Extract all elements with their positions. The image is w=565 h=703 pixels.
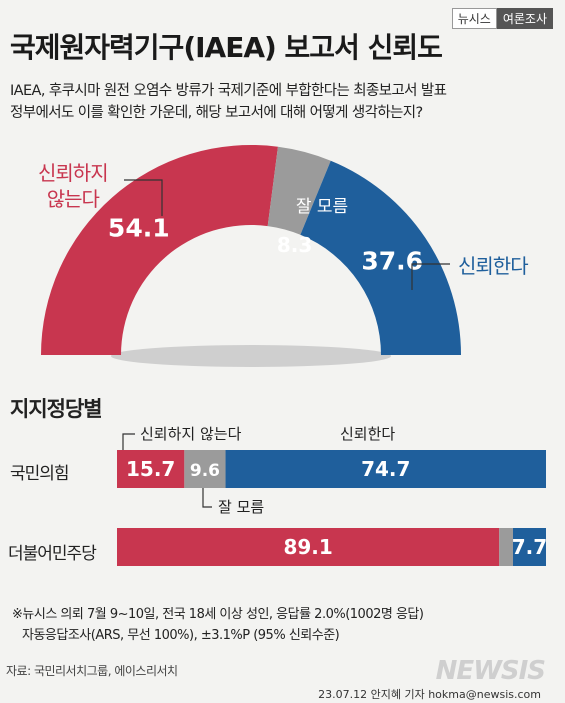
brand-badge: 뉴시스 여론조사 xyxy=(451,8,553,29)
half-donut-chart: 54.1 8.3 37.6 잘 모름 xyxy=(41,144,461,367)
bar-value-labels: 15.7 9.6 74.7 89.1 7.7 xyxy=(126,457,547,559)
distrust-leader-line xyxy=(124,179,163,216)
question: IAEA, 후쿠시마 원전 오염수 방류가 국제기준에 부합한다는 최종보고서 … xyxy=(10,80,447,124)
bar-unknown-callout: 잘 모름 xyxy=(218,498,264,516)
distrust-label-line1: 신뢰하지 xyxy=(38,161,109,185)
donut-label-unknown: 8.3 xyxy=(277,233,312,257)
bar-distrust-callout-line xyxy=(122,433,135,450)
source: 자료: 국민리서치그룹, 에이스리서치 xyxy=(6,664,178,678)
bar-ppp-distrust xyxy=(117,450,185,488)
bar-label-ppp-trust: 74.7 xyxy=(361,457,410,481)
donut-slice-trust xyxy=(300,160,461,355)
credit: 23.07.12 안지혜 기자 hokma@newsis.com xyxy=(318,688,541,701)
bar-trust-callout: 신뢰한다 xyxy=(340,425,395,443)
row-label-ppp: 국민의힘 xyxy=(10,464,70,484)
distrust-label-line2: 않는다 xyxy=(46,187,100,211)
brand-poll: 여론조사 xyxy=(496,8,553,29)
question-line1: IAEA, 후쿠시마 원전 오염수 방류가 국제기준에 부합한다는 최종보고서 … xyxy=(10,83,447,99)
bar-label-democratic-distrust: 89.1 xyxy=(283,535,332,559)
trust-label: 신뢰한다 xyxy=(458,254,529,278)
bar-ppp-unknown xyxy=(184,450,226,488)
bar-label-ppp-unknown: 9.6 xyxy=(190,461,220,481)
newsis-logo: NEWSIS xyxy=(435,656,546,686)
donut-labels: 54.1 8.3 37.6 잘 모름 xyxy=(108,197,423,275)
trust-leader-line xyxy=(411,263,450,290)
page-title: 국제원자력기구(IAEA) 보고서 신뢰도 xyxy=(10,31,443,64)
bar-label-democratic-trust: 7.7 xyxy=(512,535,547,559)
bar-segments xyxy=(117,450,547,566)
donut-base-shadow xyxy=(111,345,391,367)
note-line2: 자동응답조사(ARS, 무선 100%), ±3.1%P (95% 신뢰수준) xyxy=(22,628,340,643)
bar-democratic-unknown xyxy=(499,528,513,566)
bar-unknown-callout-line xyxy=(202,488,212,508)
question-line2: 정부에서도 이를 확인한 가운데, 해당 보고서에 대해 어떻게 생각하는지? xyxy=(10,105,423,121)
brand-newsis: 뉴시스 xyxy=(451,8,497,29)
section-title: 지지정당별 xyxy=(10,397,103,421)
bar-democratic-trust xyxy=(512,528,546,566)
bar-label-ppp-distrust: 15.7 xyxy=(126,457,175,481)
bar-ppp-trust xyxy=(225,450,547,488)
note-line1: ※뉴시스 의뢰 7월 9~10일, 전국 18세 이상 성인, 응답률 2.0%… xyxy=(12,607,424,622)
distrust-label: 신뢰하지 않는다 xyxy=(38,160,109,212)
bar-democratic-distrust xyxy=(117,528,500,566)
donut-label-distrust: 54.1 xyxy=(108,213,170,242)
donut-label-trust: 37.6 xyxy=(361,246,423,275)
stacked-bar-chart: 15.7 9.6 74.7 89.1 7.7 신뢰하지 않는다 신뢰한다 잘 모름 xyxy=(117,425,547,566)
bar-distrust-callout: 신뢰하지 않는다 xyxy=(140,425,242,443)
row-label-democratic: 더불어민주당 xyxy=(8,544,97,564)
donut-slice-unknown xyxy=(267,146,331,235)
donut-slices xyxy=(41,144,461,355)
donut-slice-distrust xyxy=(41,144,278,355)
donut-unknown-caption: 잘 모름 xyxy=(296,197,348,217)
